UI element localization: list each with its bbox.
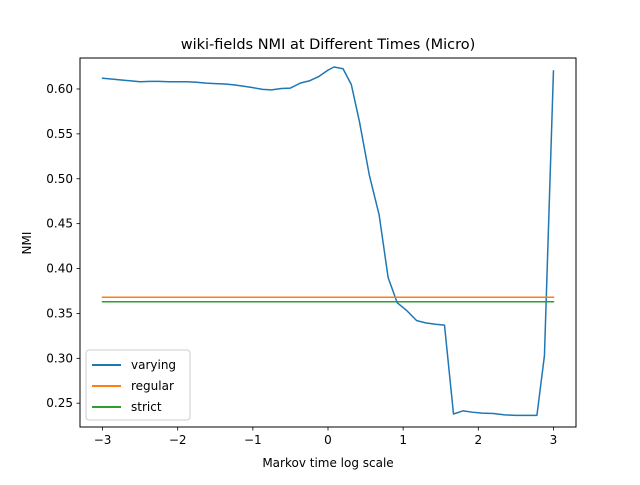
y-tick-label: 0.60: [46, 82, 73, 96]
legend-label-varying: varying: [131, 358, 176, 372]
x-tick-label: −1: [244, 433, 262, 447]
series-line-varying: [101, 66, 555, 417]
x-tick-label: −2: [169, 433, 187, 447]
legend-label-strict: strict: [131, 400, 162, 414]
y-tick-label: 0.55: [46, 127, 73, 141]
chart-title: wiki-fields NMI at Different Times (Micr…: [181, 37, 476, 53]
y-tick-label: 0.30: [46, 351, 73, 365]
x-tick-label: 2: [474, 433, 482, 447]
x-tick-label: 3: [550, 433, 558, 447]
y-tick-label: 0.25: [46, 396, 73, 410]
ticks-layer: −3 −2 −1 0 1 2 3 0.25 0.30 0.35 0.40 0.45 0.50 0.55 0.…: [46, 82, 557, 447]
y-tick-label: 0.50: [46, 172, 73, 186]
y-axis-label: NMI: [20, 232, 34, 255]
series-layer: [101, 66, 555, 417]
x-axis-label: Markov time log scale: [262, 456, 393, 470]
y-tick-label: 0.40: [46, 262, 73, 276]
legend: varying regular strict: [85, 349, 191, 421]
y-tick-label: 0.45: [46, 217, 73, 231]
y-tick-label: 0.35: [46, 306, 73, 320]
legend-frame: [85, 349, 191, 421]
plot-frame: [79, 57, 577, 428]
x-tick-label: 1: [399, 433, 407, 447]
x-tick-label: 0: [324, 433, 332, 447]
x-tick-label: −3: [94, 433, 112, 447]
legend-label-regular: regular: [131, 379, 174, 393]
